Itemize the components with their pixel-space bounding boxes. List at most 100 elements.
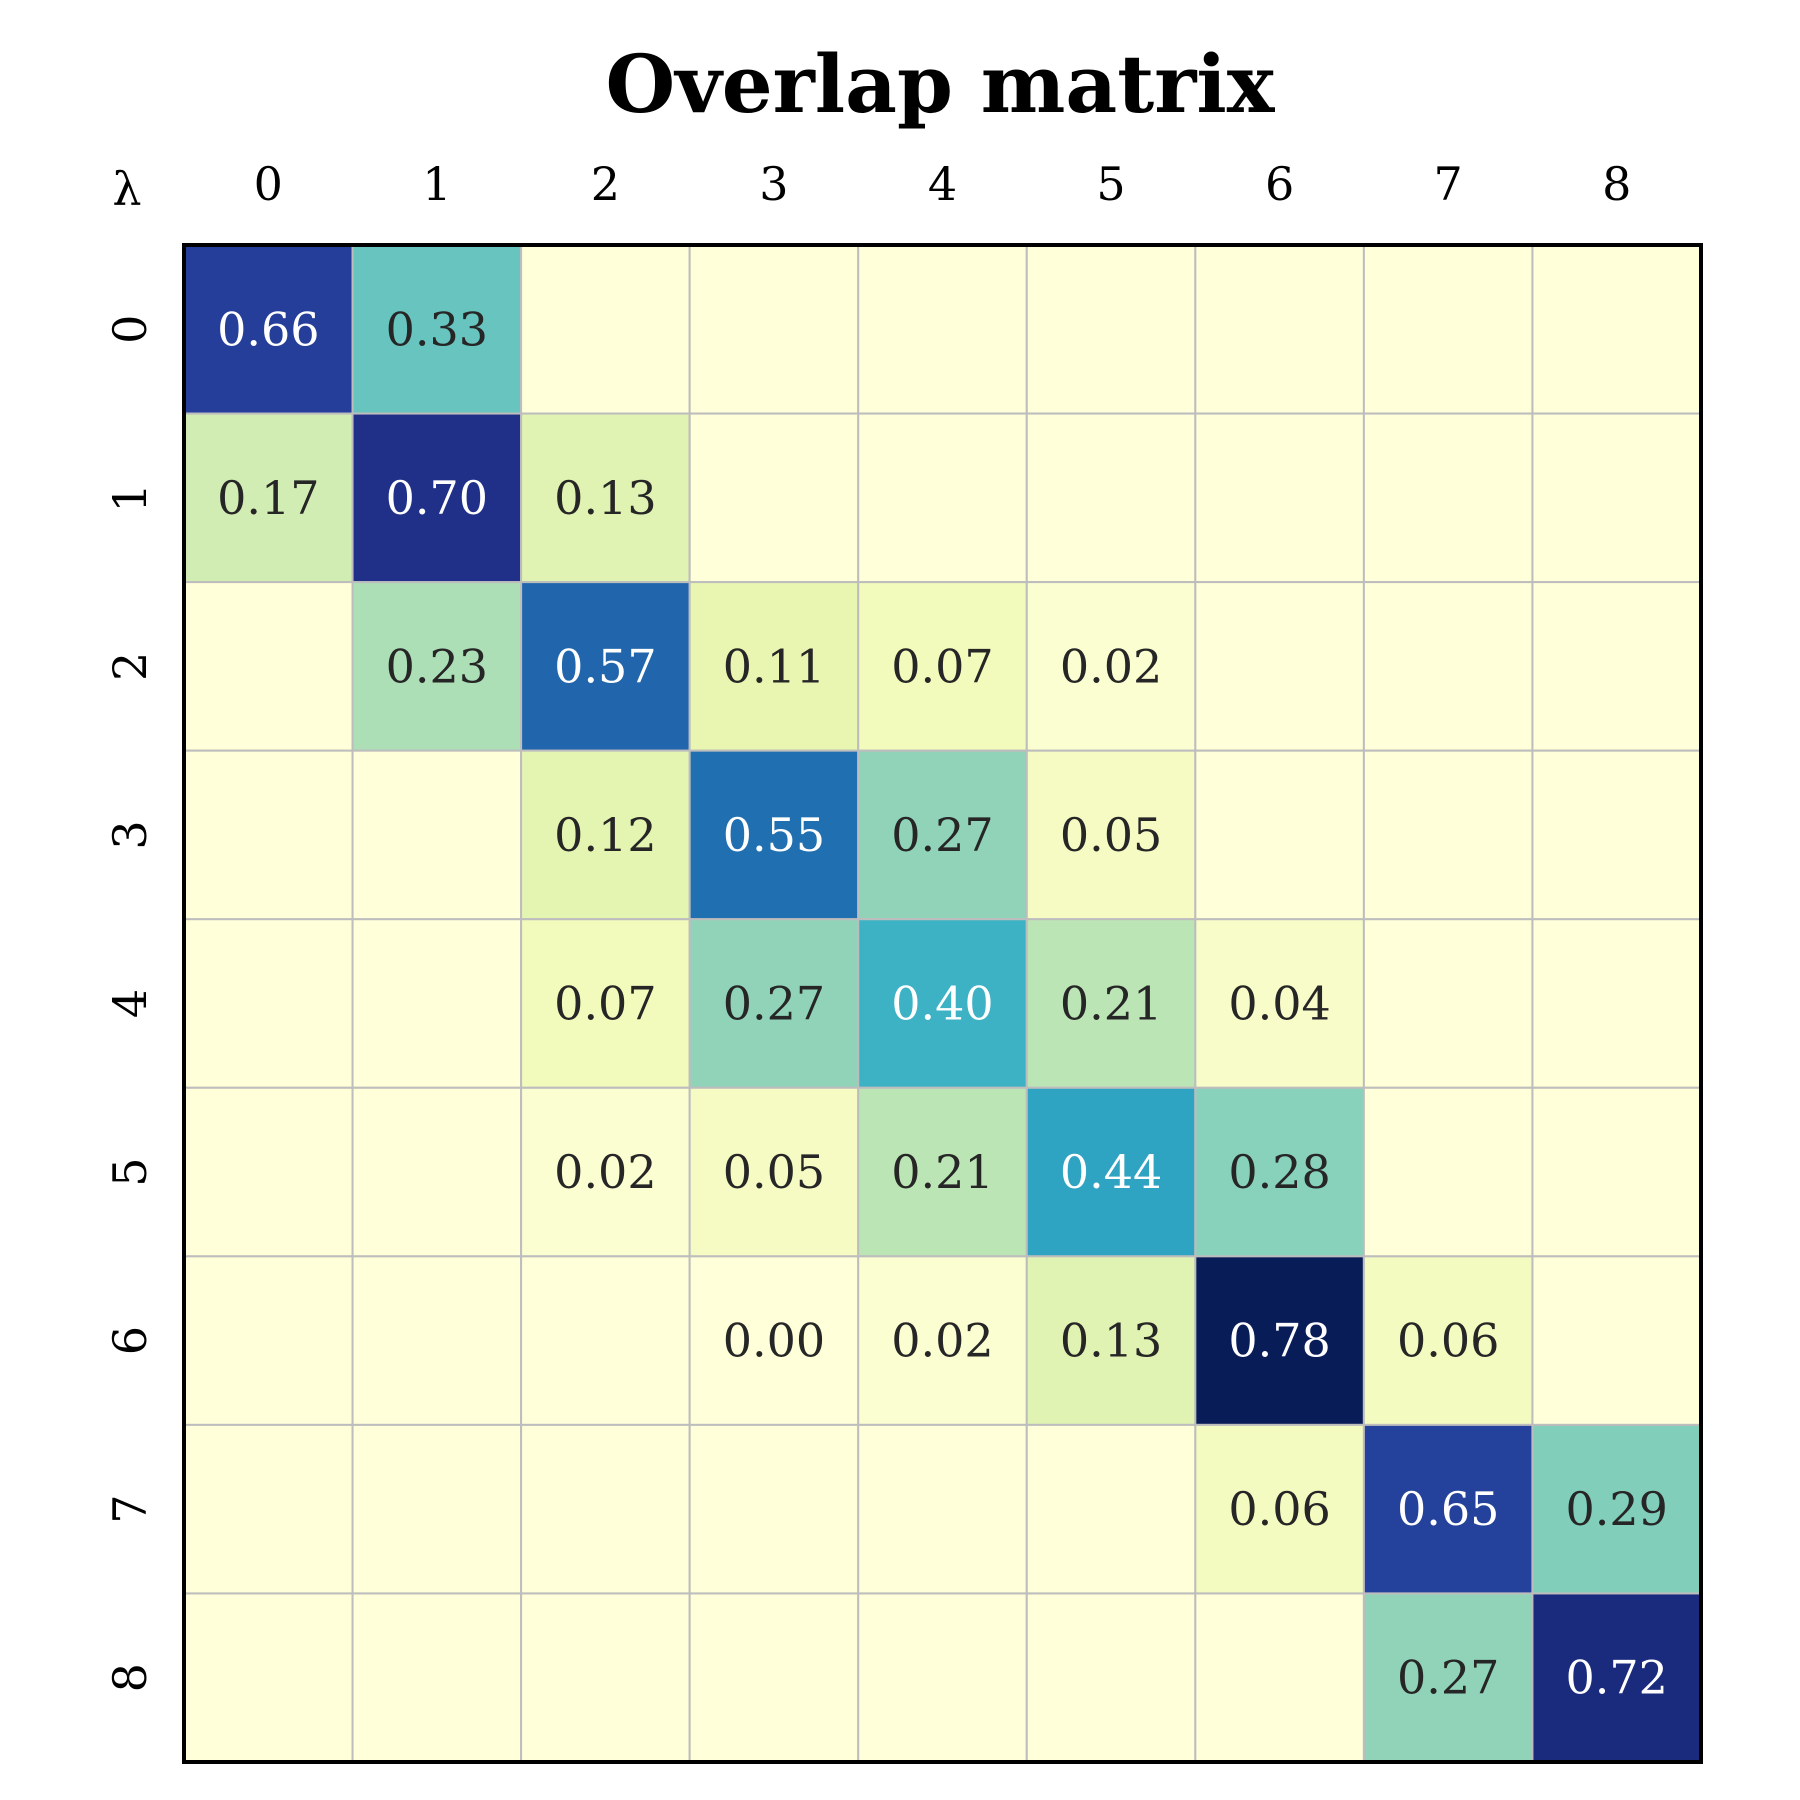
- cell-value-label-r7-c8: 0.29: [1566, 1482, 1668, 1536]
- heatmap-cell-r5-c4: [857, 1086, 1028, 1258]
- heatmap-cell-labels: 0.66 0.33 0.17 0.70 0.13 0.23 0.57 0.11 0.07 0.02…: [217, 302, 1668, 1704]
- heatmap-cell-r4-c7: [1362, 918, 1534, 1089]
- heatmap-cell-r4-c4: [857, 918, 1028, 1089]
- cell-value-label-r6-c6: 0.78: [1228, 1314, 1330, 1368]
- heatmap-cell-r2-c2: [520, 581, 691, 752]
- heatmap-cell-r8-c4: [857, 1592, 1028, 1764]
- heatmap-cell-r3-c3: [688, 749, 860, 921]
- heatmap-cell-r0-c8: [1531, 244, 1703, 415]
- heatmap-cell-r6-c0: [183, 1255, 354, 1426]
- cell-value-label-r0-c1: 0.33: [386, 302, 488, 356]
- heatmap-cell-r7-c5: [1025, 1423, 1197, 1595]
- cell-value-label-r7-c6: 0.06: [1228, 1482, 1330, 1536]
- heatmap-cell-r8-c7: [1362, 1592, 1534, 1764]
- x-tick-label-2: 2: [591, 157, 620, 211]
- x-tick-label-7: 7: [1434, 157, 1463, 211]
- cell-value-label-r4-c6: 0.04: [1228, 977, 1330, 1031]
- heatmap-cell-r2-c7: [1362, 581, 1534, 752]
- heatmap-cell-r5-c2: [520, 1086, 691, 1258]
- cell-value-label-r3-c5: 0.05: [1060, 808, 1162, 862]
- heatmap-cell-r7-c3: [688, 1423, 860, 1595]
- heatmap-cell-r6-c7: [1362, 1255, 1534, 1426]
- y-tick-label-3: 3: [103, 820, 157, 849]
- cell-value-label-r8-c7: 0.27: [1397, 1651, 1499, 1705]
- heatmap-cell-r0-c2: [520, 244, 691, 415]
- heatmap-cell-r3-c8: [1531, 749, 1703, 921]
- heatmap-cell-r8-c6: [1194, 1592, 1365, 1764]
- y-tick-label-1: 1: [103, 483, 157, 512]
- heatmap-cell-r3-c0: [183, 749, 354, 921]
- heatmap-cell-r7-c2: [520, 1423, 691, 1595]
- heatmap-cell-r2-c4: [857, 581, 1028, 752]
- cell-value-label-r5-c5: 0.44: [1060, 1145, 1162, 1199]
- cell-value-label-r2-c4: 0.07: [891, 639, 993, 693]
- cell-value-label-r2-c3: 0.11: [723, 639, 825, 693]
- heatmap-cell-r7-c1: [351, 1423, 523, 1595]
- heatmap-cell-r8-c2: [520, 1592, 691, 1764]
- heatmap-cell-r5-c5: [1025, 1086, 1197, 1258]
- heatmap-cell-r4-c1: [351, 918, 523, 1089]
- heatmap-cell-r6-c3: [688, 1255, 860, 1426]
- x-tick-label-8: 8: [1602, 157, 1631, 211]
- heatmap-cell-r3-c6: [1194, 749, 1365, 921]
- x-tick-labels: 0 1 2 3 4 5 6 7 8: [254, 157, 1632, 211]
- cell-value-label-r2-c2: 0.57: [554, 639, 656, 693]
- heatmap-cell-r4-c5: [1025, 918, 1197, 1089]
- y-tick-label-5: 5: [103, 1157, 157, 1186]
- cell-value-label-r8-c8: 0.72: [1566, 1651, 1668, 1705]
- y-tick-label-7: 7: [103, 1495, 157, 1524]
- cell-value-label-r6-c7: 0.06: [1397, 1314, 1499, 1368]
- heatmap-frame: [182, 243, 1703, 1764]
- x-tick-label-5: 5: [1096, 157, 1125, 211]
- cell-value-label-r5-c4: 0.21: [891, 1145, 993, 1199]
- heatmap-cell-r6-c1: [351, 1255, 523, 1426]
- y-tick-labels: 0 1 2 3 4 5 6 7 8: [103, 315, 157, 1693]
- cell-value-label-r4-c2: 0.07: [554, 977, 656, 1031]
- heatmap-cell-r2-c3: [688, 581, 860, 752]
- x-tick-label-6: 6: [1265, 157, 1294, 211]
- heatmap-cell-r1-c6: [1194, 412, 1365, 584]
- y-tick-label-0: 0: [103, 315, 157, 344]
- cell-value-label-r2-c5: 0.02: [1060, 639, 1162, 693]
- heatmap-cell-r1-c2: [520, 412, 691, 584]
- heatmap-cell-r7-c8: [1531, 1423, 1703, 1595]
- heatmap-cell-r0-c3: [688, 244, 860, 415]
- cell-value-label-r5-c2: 0.02: [554, 1145, 656, 1199]
- y-tick-label-4: 4: [103, 989, 157, 1018]
- cell-value-label-r1-c0: 0.17: [217, 471, 319, 525]
- heatmap-cell-r2-c1: [351, 581, 523, 752]
- cell-value-label-r2-c1: 0.23: [386, 639, 488, 693]
- heatmap-cell-r7-c4: [857, 1423, 1028, 1595]
- heatmap-cell-r5-c0: [183, 1086, 354, 1258]
- heatmap-cell-r3-c1: [351, 749, 523, 921]
- heatmap-cell-r4-c8: [1531, 918, 1703, 1089]
- heatmap-cell-r8-c1: [351, 1592, 523, 1764]
- x-tick-label-1: 1: [422, 157, 451, 211]
- heatmap-cell-r2-c8: [1531, 581, 1703, 752]
- heatmap-cell-r1-c3: [688, 412, 860, 584]
- heatmap-cell-r0-c5: [1025, 244, 1197, 415]
- x-tick-label-3: 3: [759, 157, 788, 211]
- heatmap-cell-r1-c5: [1025, 412, 1197, 584]
- heatmap-cell-r1-c7: [1362, 412, 1534, 584]
- heatmap-cell-r5-c3: [688, 1086, 860, 1258]
- cell-value-label-r6-c3: 0.00: [723, 1314, 825, 1368]
- heatmap-cell-r2-c0: [183, 581, 354, 752]
- x-tick-label-0: 0: [254, 157, 283, 211]
- heatmap-cell-r8-c5: [1025, 1592, 1197, 1764]
- cell-value-label-r3-c4: 0.27: [891, 808, 993, 862]
- cell-value-label-r4-c5: 0.21: [1060, 977, 1162, 1031]
- heatmap-cell-r6-c5: [1025, 1255, 1197, 1426]
- heatmap-cell-r4-c6: [1194, 918, 1365, 1089]
- heatmap-cell-r1-c0: [183, 412, 354, 584]
- heatmap-cell-r6-c4: [857, 1255, 1028, 1426]
- cell-value-label-r1-c1: 0.70: [386, 471, 488, 525]
- cell-value-label-r3-c3: 0.55: [723, 808, 825, 862]
- heatmap-cell-r3-c2: [520, 749, 691, 921]
- cell-value-label-r4-c3: 0.27: [723, 977, 825, 1031]
- heatmap-cell-r4-c0: [183, 918, 354, 1089]
- heatmap-cell-r0-c4: [857, 244, 1028, 415]
- heatmap-cell-r0-c0: [183, 244, 354, 415]
- heatmap-cell-r5-c6: [1194, 1086, 1365, 1258]
